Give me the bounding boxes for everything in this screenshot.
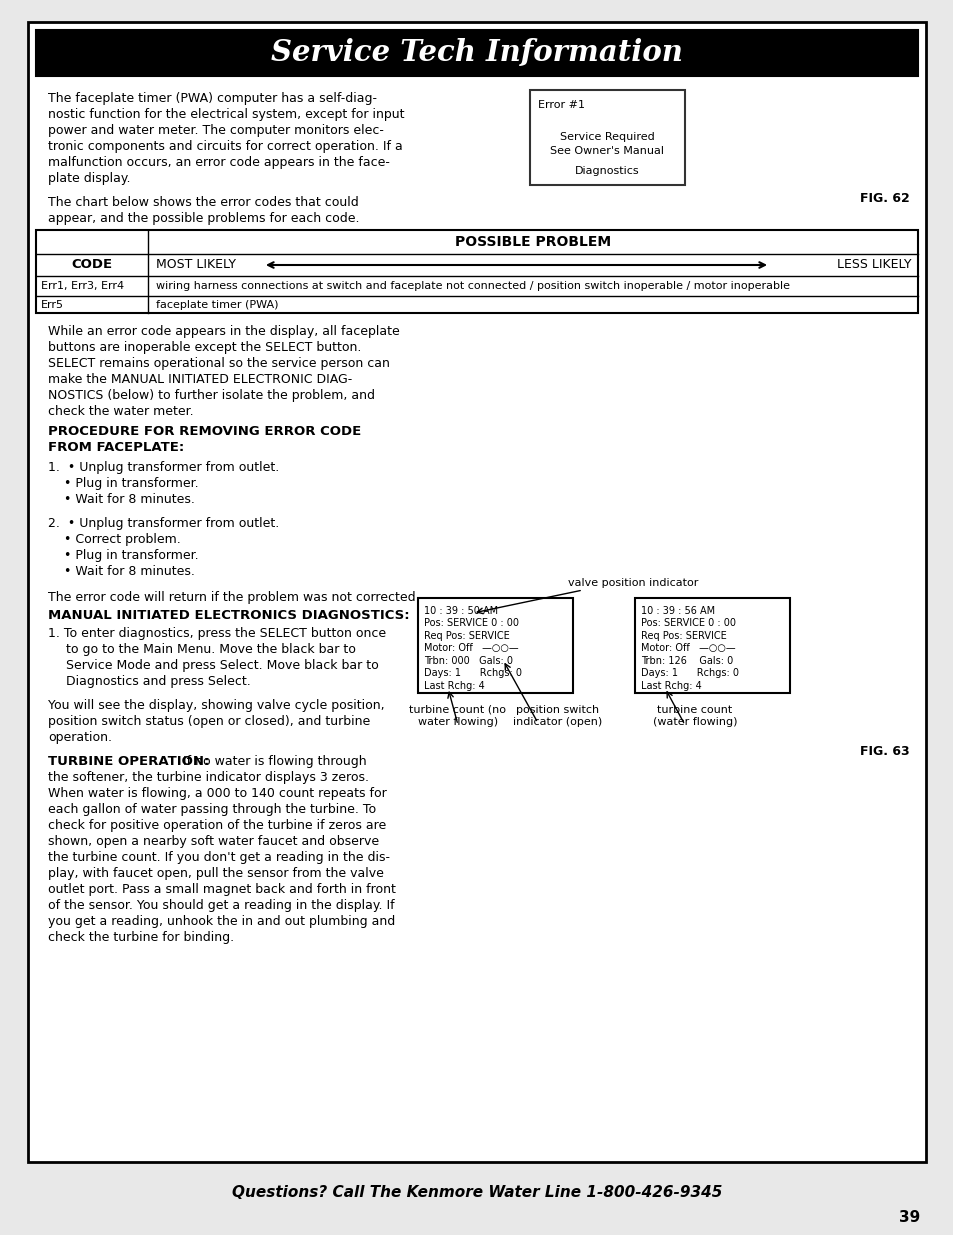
Text: Service Tech Information: Service Tech Information	[271, 38, 682, 68]
Text: FIG. 62: FIG. 62	[860, 191, 909, 205]
Text: make the MANUAL INITIATED ELECTRONIC DIAG-: make the MANUAL INITIATED ELECTRONIC DIA…	[48, 373, 352, 387]
Text: position switch
indicator (open): position switch indicator (open)	[513, 705, 602, 726]
Bar	[36, 30, 917, 77]
Text: Service Mode and press Select. Move black bar to: Service Mode and press Select. Move blac…	[66, 659, 378, 672]
Bar	[635, 598, 789, 693]
Text: Diagnostics: Diagnostics	[575, 165, 639, 177]
Text: Service Required: Service Required	[559, 132, 654, 142]
Bar	[417, 598, 573, 693]
Text: FROM FACEPLATE:: FROM FACEPLATE:	[48, 441, 184, 454]
Text: nostic function for the electrical system, except for input: nostic function for the electrical syste…	[48, 107, 404, 121]
Text: operation.: operation.	[48, 731, 112, 743]
Text: to go to the Main Menu. Move the black bar to: to go to the Main Menu. Move the black b…	[66, 643, 355, 656]
Text: Err5: Err5	[41, 300, 64, 310]
Bar	[530, 90, 684, 185]
Text: 10 : 39 : 56 AM: 10 : 39 : 56 AM	[640, 606, 715, 616]
Text: shown, open a nearby soft water faucet and observe: shown, open a nearby soft water faucet a…	[48, 835, 378, 848]
Text: the turbine count. If you don't get a reading in the dis-: the turbine count. If you don't get a re…	[48, 851, 390, 864]
Text: NOSTICS (below) to further isolate the problem, and: NOSTICS (below) to further isolate the p…	[48, 389, 375, 403]
Text: malfunction occurs, an error code appears in the face-: malfunction occurs, an error code appear…	[48, 156, 390, 169]
Text: When water is flowing, a 000 to 140 count repeats for: When water is flowing, a 000 to 140 coun…	[48, 787, 386, 800]
Text: See Owner's Manual: See Owner's Manual	[550, 146, 664, 156]
Text: Days: 1      Rchgs: 0: Days: 1 Rchgs: 0	[423, 668, 521, 678]
Text: valve position indicator: valve position indicator	[567, 578, 698, 588]
Text: check for positive operation of the turbine if zeros are: check for positive operation of the turb…	[48, 819, 386, 832]
Text: Trbn: 000   Gals: 0: Trbn: 000 Gals: 0	[423, 656, 513, 666]
Text: plate display.: plate display.	[48, 172, 131, 185]
Text: Motor: Off   —○○—: Motor: Off —○○—	[640, 643, 735, 653]
Text: faceplate timer (PWA): faceplate timer (PWA)	[156, 300, 278, 310]
Text: MANUAL INITIATED ELECTRONICS DIAGNOSTICS:: MANUAL INITIATED ELECTRONICS DIAGNOSTICS…	[48, 609, 409, 622]
Text: the softener, the turbine indicator displays 3 zeros.: the softener, the turbine indicator disp…	[48, 771, 369, 784]
Text: • Wait for 8 minutes.: • Wait for 8 minutes.	[48, 564, 194, 578]
Text: Last Rchg: 4: Last Rchg: 4	[640, 680, 701, 692]
Text: position switch status (open or closed), and turbine: position switch status (open or closed),…	[48, 715, 370, 727]
Text: 10 : 39 : 50 AM: 10 : 39 : 50 AM	[423, 606, 497, 616]
Text: You will see the display, showing valve cycle position,: You will see the display, showing valve …	[48, 699, 384, 713]
Text: check the water meter.: check the water meter.	[48, 405, 193, 417]
Text: Err1, Err3, Err4: Err1, Err3, Err4	[41, 282, 124, 291]
Text: • Wait for 8 minutes.: • Wait for 8 minutes.	[48, 493, 194, 506]
Text: PROCEDURE FOR REMOVING ERROR CODE: PROCEDURE FOR REMOVING ERROR CODE	[48, 425, 361, 438]
Text: 2.  • Unplug transformer from outlet.: 2. • Unplug transformer from outlet.	[48, 517, 279, 530]
Text: POSSIBLE PROBLEM: POSSIBLE PROBLEM	[455, 235, 611, 249]
Text: • Plug in transformer.: • Plug in transformer.	[48, 477, 198, 490]
Text: If no water is flowing through: If no water is flowing through	[183, 755, 366, 768]
Text: buttons are inoperable except the SELECT button.: buttons are inoperable except the SELECT…	[48, 341, 361, 354]
Text: 1.  • Unplug transformer from outlet.: 1. • Unplug transformer from outlet.	[48, 461, 279, 474]
Text: tronic components and circuits for correct operation. If a: tronic components and circuits for corre…	[48, 140, 402, 153]
Text: appear, and the possible problems for each code.: appear, and the possible problems for ea…	[48, 212, 359, 225]
Text: each gallon of water passing through the turbine. To: each gallon of water passing through the…	[48, 803, 375, 816]
Text: • Correct problem.: • Correct problem.	[48, 534, 180, 546]
Text: SELECT remains operational so the service person can: SELECT remains operational so the servic…	[48, 357, 390, 370]
Text: MOST LIKELY: MOST LIKELY	[156, 258, 235, 272]
Text: • Plug in transformer.: • Plug in transformer.	[48, 550, 198, 562]
Text: Diagnostics and press Select.: Diagnostics and press Select.	[66, 676, 251, 688]
Text: The faceplate timer (PWA) computer has a self-diag-: The faceplate timer (PWA) computer has a…	[48, 91, 376, 105]
Text: you get a reading, unhook the in and out plumbing and: you get a reading, unhook the in and out…	[48, 915, 395, 927]
Text: turbine count
(water flowing): turbine count (water flowing)	[652, 705, 737, 726]
Text: Days: 1      Rchgs: 0: Days: 1 Rchgs: 0	[640, 668, 739, 678]
Text: play, with faucet open, pull the sensor from the valve: play, with faucet open, pull the sensor …	[48, 867, 383, 881]
Text: The chart below shows the error codes that could: The chart below shows the error codes th…	[48, 196, 358, 209]
Text: Motor: Off   —○○—: Motor: Off —○○—	[423, 643, 518, 653]
Text: power and water meter. The computer monitors elec-: power and water meter. The computer moni…	[48, 124, 383, 137]
Bar	[36, 230, 917, 312]
Text: Req Pos: SERVICE: Req Pos: SERVICE	[423, 631, 509, 641]
Text: The error code will return if the problem was not corrected.: The error code will return if the proble…	[48, 592, 419, 604]
Text: CODE: CODE	[71, 258, 112, 272]
Text: Trbn: 126    Gals: 0: Trbn: 126 Gals: 0	[640, 656, 733, 666]
Text: Error #1: Error #1	[537, 100, 584, 110]
Text: Questions? Call The Kenmore Water Line 1-800-426-9345: Questions? Call The Kenmore Water Line 1…	[232, 1186, 721, 1200]
Text: outlet port. Pass a small magnet back and forth in front: outlet port. Pass a small magnet back an…	[48, 883, 395, 897]
Text: LESS LIKELY: LESS LIKELY	[837, 258, 911, 272]
Text: Pos: SERVICE 0 : 00: Pos: SERVICE 0 : 00	[423, 619, 518, 629]
Text: 39: 39	[898, 1210, 919, 1225]
Text: check the turbine for binding.: check the turbine for binding.	[48, 931, 233, 944]
Text: TURBINE OPERATION:: TURBINE OPERATION:	[48, 755, 209, 768]
Text: While an error code appears in the display, all faceplate: While an error code appears in the displ…	[48, 325, 399, 338]
Text: wiring harness connections at switch and faceplate not connected / position swit: wiring harness connections at switch and…	[156, 282, 789, 291]
Text: Last Rchg: 4: Last Rchg: 4	[423, 680, 484, 692]
Text: Pos: SERVICE 0 : 00: Pos: SERVICE 0 : 00	[640, 619, 735, 629]
Text: Req Pos: SERVICE: Req Pos: SERVICE	[640, 631, 726, 641]
Text: turbine count (no
water flowing): turbine count (no water flowing)	[409, 705, 506, 726]
Text: FIG. 63: FIG. 63	[860, 745, 909, 758]
Text: of the sensor. You should get a reading in the display. If: of the sensor. You should get a reading …	[48, 899, 395, 911]
Text: 1. To enter diagnostics, press the SELECT button once: 1. To enter diagnostics, press the SELEC…	[48, 627, 386, 640]
